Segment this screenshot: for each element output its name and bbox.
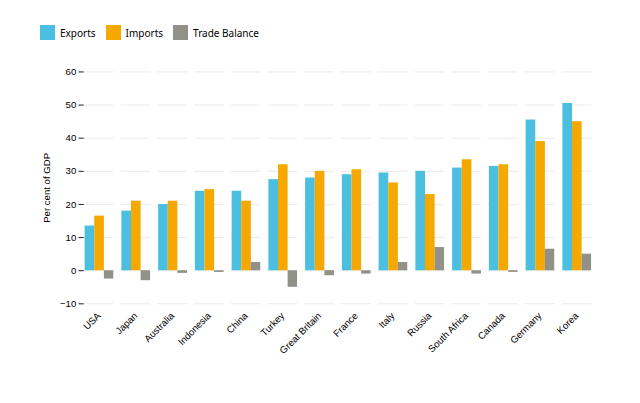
svg-text:Great Britain: Great Britain [277,310,323,356]
svg-text:Indonesia: Indonesia [176,310,214,348]
svg-text:40: 40 [66,132,77,143]
svg-text:50: 50 [66,99,77,110]
html-text:Exports: Exports [60,25,96,40]
svg-text:Turkey: Turkey [258,310,286,338]
html-text:Imports: Imports [125,25,164,40]
svg-text:20: 20 [66,199,77,210]
html-text:Trade Balance: Trade Balance [193,25,259,40]
svg-text:Germany: Germany [508,310,544,346]
svg-text:Per cent of GDP: Per cent of GDP [41,153,52,223]
svg-text:Italy: Italy [376,310,396,330]
svg-text:60: 60 [66,66,77,77]
svg-text:Australia: Australia [142,310,177,345]
svg-text:Japan: Japan [113,310,139,336]
svg-text:0: 0 [71,265,76,276]
svg-text:Korea: Korea [554,310,580,336]
svg-text:USA: USA [81,310,103,332]
svg-text:−10: −10 [60,298,76,309]
svg-text:10: 10 [66,232,77,243]
svg-text:30: 30 [66,165,77,176]
svg-text:Russia: Russia [405,310,434,339]
svg-text:Canada: Canada [475,310,507,342]
svg-text:South Africa: South Africa [426,310,471,355]
svg-text:France: France [331,310,360,339]
svg-text:China: China [224,310,250,336]
